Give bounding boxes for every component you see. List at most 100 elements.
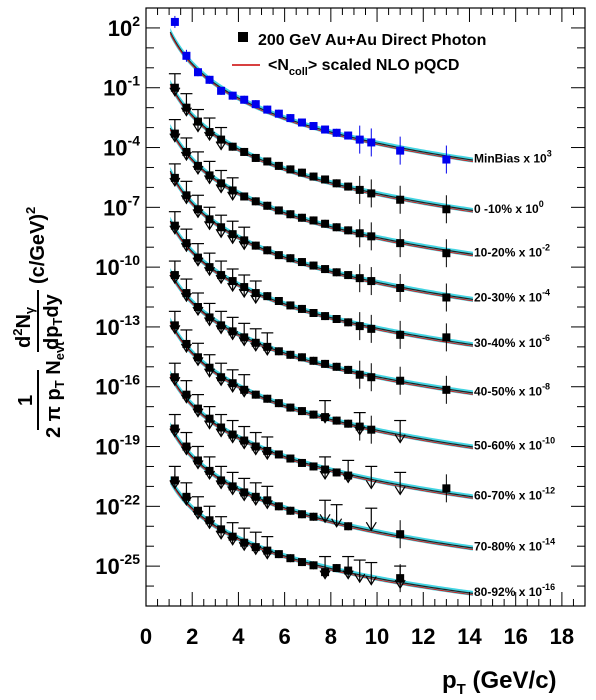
y-tick-label: 10-22 — [95, 491, 140, 519]
data-point — [193, 506, 202, 515]
data-point — [182, 51, 191, 60]
data-point — [344, 365, 353, 374]
upper-limit-arrowhead — [365, 521, 377, 532]
data-point — [240, 385, 249, 394]
data-point — [205, 516, 214, 525]
upper-limit-arrowhead — [250, 294, 262, 305]
data-point — [274, 251, 283, 260]
data-point — [297, 458, 306, 467]
data-point — [309, 356, 318, 365]
data-point — [321, 465, 330, 474]
series-label: 20-30% x 10-4 — [474, 288, 550, 305]
series-label: 60-70% x 10-12 — [474, 485, 555, 502]
upper-limit-arrowhead — [215, 228, 227, 239]
data-point — [217, 321, 226, 330]
upper-limit-arrowhead — [204, 220, 216, 231]
data-point — [321, 125, 330, 134]
y-title-one: 1 — [15, 395, 37, 406]
x-tick-label: 10 — [365, 624, 389, 649]
data-point — [193, 353, 202, 362]
data-point — [228, 532, 237, 541]
data-point — [286, 210, 295, 219]
data-point — [228, 430, 237, 439]
data-point — [367, 138, 376, 147]
upper-limit-arrowhead — [319, 513, 331, 524]
y-tick-label: 10-16 — [95, 372, 140, 400]
series-label: 10-20% x 10-2 — [474, 243, 550, 260]
x-tick-label: 2 — [186, 624, 198, 649]
data-point — [182, 390, 191, 399]
data-point — [240, 538, 249, 547]
data-point — [297, 168, 306, 177]
data-point — [182, 442, 191, 451]
series-label: MinBias x 103 — [474, 148, 552, 165]
data-point — [193, 117, 202, 126]
data-point — [321, 413, 330, 422]
y-tick-label: 10-7 — [103, 192, 140, 220]
data-point — [309, 462, 318, 471]
data-point — [355, 322, 364, 331]
data-point — [309, 512, 318, 521]
data-point — [286, 301, 295, 310]
data-point — [367, 373, 376, 382]
data-point — [297, 558, 306, 567]
upper-limit-arrowhead — [365, 576, 377, 586]
upper-limit-arrowhead — [331, 518, 343, 528]
data-point — [344, 226, 353, 235]
y-tick-label: 10-10 — [95, 252, 140, 280]
data-point — [205, 171, 214, 180]
data-point — [396, 330, 405, 339]
x-tick-label: 8 — [325, 624, 337, 649]
data-point — [170, 321, 179, 330]
data-point — [442, 385, 451, 394]
x-tick-label: 0 — [140, 624, 152, 649]
data-point — [217, 271, 226, 280]
upper-limit-arrowhead — [227, 282, 239, 293]
data-point — [217, 476, 226, 485]
data-point — [240, 283, 249, 292]
data-point — [274, 399, 283, 408]
data-point — [251, 543, 260, 552]
upper-limit-arrowhead — [394, 434, 406, 444]
data-point — [251, 492, 260, 501]
data-point — [182, 339, 191, 348]
data-point — [344, 522, 353, 531]
data-point — [182, 147, 191, 156]
data-point — [263, 201, 272, 210]
data-point — [205, 128, 214, 137]
data-point — [442, 484, 451, 493]
data-point — [274, 109, 283, 118]
data-point — [263, 292, 272, 301]
data-point — [228, 277, 237, 286]
data-point — [309, 410, 318, 419]
data-point — [170, 83, 179, 92]
data-point — [286, 454, 295, 463]
data-point — [286, 554, 295, 563]
data-point — [442, 333, 451, 342]
data-point — [274, 206, 283, 215]
data-point — [297, 258, 306, 267]
data-point — [442, 155, 451, 164]
data-point — [297, 304, 306, 313]
data-point — [297, 510, 306, 519]
data-point — [240, 436, 249, 445]
data-point — [251, 338, 260, 347]
data-point — [217, 179, 226, 188]
data-point — [332, 564, 341, 573]
series-label: 40-50% x 10-8 — [474, 381, 550, 398]
data-point — [286, 254, 295, 263]
data-point — [396, 376, 405, 385]
data-point — [193, 68, 202, 77]
data-point — [332, 315, 341, 324]
data-point — [332, 416, 341, 425]
x-tick-label: 4 — [232, 624, 245, 649]
x-tick-label: 6 — [279, 624, 291, 649]
upper-limit-arrowhead — [204, 420, 216, 430]
data-point — [228, 327, 237, 336]
data-point — [251, 197, 260, 206]
x-axis-tick-labels: 0 2 4 6 8 10 12 14 16 18 — [140, 624, 574, 649]
data-point — [263, 246, 272, 255]
data-point — [344, 419, 353, 428]
data-point — [263, 496, 272, 505]
